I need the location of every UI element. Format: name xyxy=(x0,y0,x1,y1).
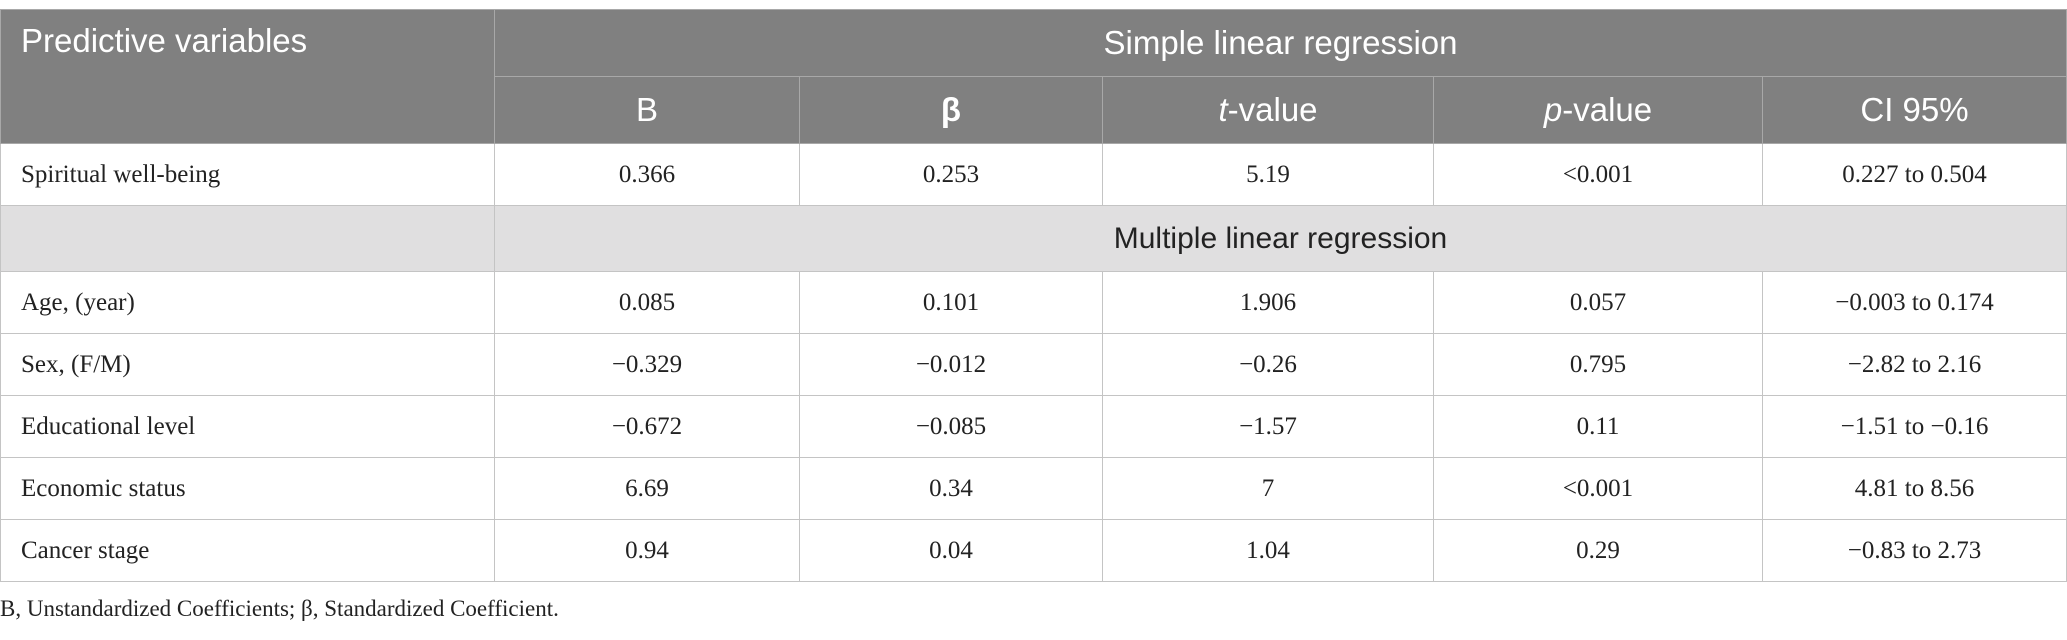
column-header-italic: p xyxy=(1543,91,1563,128)
cell: −0.672 xyxy=(494,395,800,458)
row-label: Spiritual well-being xyxy=(0,143,495,206)
data-row: Cancer stage 0.94 0.04 1.04 0.29 −0.83 to 2.7… xyxy=(0,519,2067,582)
cell: 0.057 xyxy=(1433,271,1763,334)
cell: −0.085 xyxy=(799,395,1103,458)
cell: 0.085 xyxy=(494,271,800,334)
cell: −1.57 xyxy=(1102,395,1434,458)
column-header-text: -value xyxy=(1227,91,1318,128)
cell: 0.34 xyxy=(799,457,1103,520)
cell: −0.329 xyxy=(494,333,800,396)
cell: 0.04 xyxy=(799,519,1103,582)
section-title: Multiple linear regression xyxy=(494,205,2067,272)
cell: 0.101 xyxy=(799,271,1103,334)
row-label: Economic status xyxy=(0,457,495,520)
row-label: Sex, (F/M) xyxy=(0,333,495,396)
cell: 4.81 to 8.56 xyxy=(1762,457,2067,520)
column-header: t-value xyxy=(1102,76,1434,144)
footnote: B, Unstandardized Coefficients; β, Stand… xyxy=(0,596,559,621)
cell: 0.227 to 0.504 xyxy=(1762,143,2067,206)
cell: <0.001 xyxy=(1433,457,1763,520)
cell: 0.795 xyxy=(1433,333,1763,396)
row-label: Cancer stage xyxy=(0,519,495,582)
column-header: CI 95% xyxy=(1762,76,2067,144)
cell: <0.001 xyxy=(1433,143,1763,206)
column-header-italic: t xyxy=(1218,91,1228,128)
cell: 6.69 xyxy=(494,457,800,520)
data-row: Age, (year) 0.085 0.101 1.906 0.057 −0.003 to… xyxy=(0,271,2067,334)
section-row: Multiple linear regression xyxy=(0,205,2067,272)
cell: 0.11 xyxy=(1433,395,1763,458)
cell: 5.19 xyxy=(1102,143,1434,206)
group-header: Simple linear regression xyxy=(494,9,2067,77)
cell: 1.04 xyxy=(1102,519,1434,582)
cell: 0.94 xyxy=(494,519,800,582)
row-label: Age, (year) xyxy=(0,271,495,334)
cell: −1.51 to −0.16 xyxy=(1762,395,2067,458)
data-row: Spiritual well-being 0.366 0.253 5.19 <0.001… xyxy=(0,143,2067,206)
header-row: Predictive variables Simple linear regres… xyxy=(0,9,2067,144)
cell: −0.012 xyxy=(799,333,1103,396)
column-header: p-value xyxy=(1433,76,1763,144)
regression-table: Predictive variables Simple linear regres… xyxy=(0,9,2067,582)
row-label: Educational level xyxy=(0,395,495,458)
cell: 7 xyxy=(1102,457,1434,520)
column-header: β xyxy=(799,76,1103,144)
data-row: Sex, (F/M) −0.329 −0.012 −0.26 0.795 −2.82 to… xyxy=(0,333,2067,396)
data-row: Educational level −0.672 −0.085 −1.57 0.11 −1… xyxy=(0,395,2067,458)
section-blank xyxy=(0,205,495,272)
data-row: Economic status 6.69 0.34 7 <0.001 4.81 to 8.… xyxy=(0,457,2067,520)
cell: −0.003 to 0.174 xyxy=(1762,271,2067,334)
cell: 0.29 xyxy=(1433,519,1763,582)
cell: 0.253 xyxy=(799,143,1103,206)
cell: 1.906 xyxy=(1102,271,1434,334)
cell: −0.26 xyxy=(1102,333,1434,396)
column-header-text: -value xyxy=(1562,91,1653,128)
cell: −0.83 to 2.73 xyxy=(1762,519,2067,582)
column-header: B xyxy=(494,76,800,144)
row-label-header: Predictive variables xyxy=(0,9,495,144)
cell: 0.366 xyxy=(494,143,800,206)
cell: −2.82 to 2.16 xyxy=(1762,333,2067,396)
